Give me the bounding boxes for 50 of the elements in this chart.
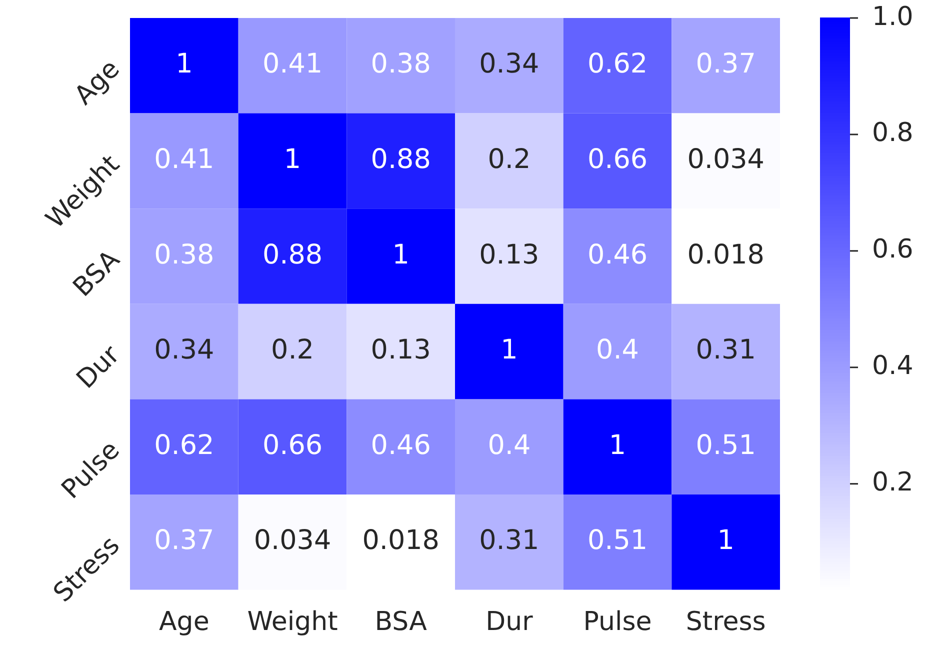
color-bar-label: 0.6 [872,234,914,265]
data-label: 0.51 [587,525,648,556]
color-bar-label: 1.0 [872,2,914,32]
data-label: 1 [608,430,626,461]
data-label: 0.88 [370,144,431,175]
x-tick-label: BSA [374,607,428,638]
data-label: 0.66 [262,430,323,461]
data-label: 0.034 [254,525,332,556]
data-label: 1 [176,48,193,80]
y-tick-label: BSA [68,244,126,303]
color-bar-label: 0.4 [872,351,914,382]
data-label: 0.88 [262,239,323,270]
data-label: 0.62 [587,48,648,80]
x-tick-label: Weight [247,607,338,638]
data-label: 0.37 [154,525,214,556]
data-label: 0.4 [488,430,531,461]
data-label: 0.62 [154,430,214,461]
data-label: 0.31 [479,525,540,556]
data-label: 0.38 [370,48,431,80]
data-label: 1 [284,144,302,175]
x-tick-label: Dur [486,607,534,638]
data-label: 0.46 [370,430,431,461]
x-tick-label: Stress [686,607,766,638]
color-bar-label: 0.8 [872,118,914,148]
x-tick-label: Pulse [583,607,652,638]
y-tick-label: Age [68,54,126,111]
data-label: 0.51 [696,430,756,461]
data-label: 0.38 [154,239,214,270]
data-label: 0.13 [370,334,431,366]
data-label: 0.41 [154,144,214,175]
data-label: 0.31 [696,334,756,366]
data-label: 0.46 [587,239,648,270]
data-label: 0.13 [479,239,540,270]
data-label: 1 [392,239,410,270]
color-bar-label: 0.2 [872,468,914,498]
data-label: 0.2 [488,144,531,175]
data-label: 1 [717,525,734,556]
data-label: 0.2 [271,334,314,366]
data-label: 0.034 [687,144,764,175]
x-tick-label: Age [159,607,210,638]
data-label: 1 [500,334,518,366]
y-tick-label: Dur [71,340,126,395]
data-label: 0.41 [262,48,323,80]
data-label: 0.018 [687,239,764,270]
data-label: 0.4 [596,334,639,366]
data-label: 0.018 [362,525,440,556]
data-label: 0.34 [154,334,214,366]
data-label: 0.37 [696,48,756,80]
data-label: 0.34 [479,48,540,80]
data-label: 0.66 [587,144,648,175]
